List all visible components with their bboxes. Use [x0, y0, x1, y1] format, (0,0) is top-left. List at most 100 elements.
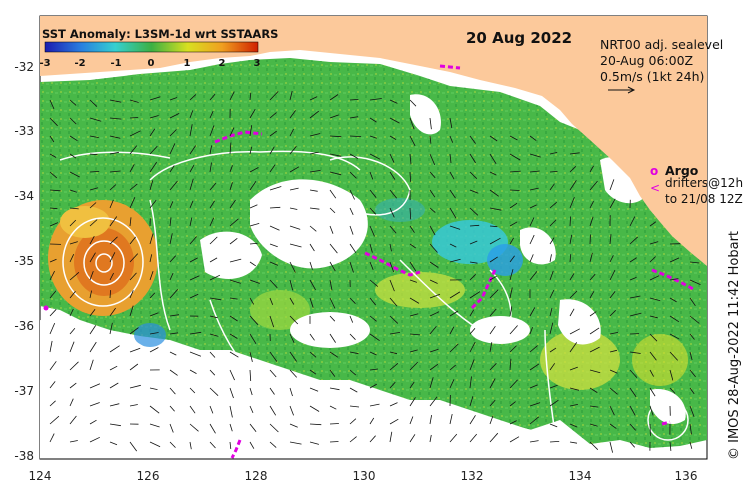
- velocity-arrow: [449, 310, 459, 317]
- velocity-arrow: [129, 117, 139, 119]
- velocity-arrow: [669, 333, 680, 340]
- velocity-arrow: [549, 152, 558, 155]
- velocity-arrow: [449, 189, 456, 199]
- velocity-arrow: [549, 237, 555, 245]
- velocity-arrow: [689, 333, 695, 340]
- velocity-arrow: [269, 351, 278, 362]
- velocity-arrow: [189, 331, 202, 335]
- colorbar: SST Anomaly: L3SM-1d wrt SSTAARS -3 -2 -…: [39, 27, 278, 69]
- velocity-arrow: [389, 99, 398, 104]
- velocity-arrow: [389, 225, 397, 234]
- velocity-arrow: [349, 207, 354, 215]
- velocity-arrow: [349, 333, 356, 340]
- velocity-arrow: [49, 309, 57, 317]
- velocity-arrow: [689, 405, 695, 418]
- velocity-arrow: [89, 383, 101, 389]
- velocity-arrow: [149, 254, 153, 263]
- velocity-arrow: [629, 257, 637, 263]
- velocity-arrow: [129, 99, 139, 103]
- velocity-arrow: [49, 433, 55, 443]
- velocity-arrow: [329, 333, 336, 343]
- velocity-arrow: [209, 274, 221, 281]
- velocity-arrow: [109, 170, 121, 173]
- velocity-arrow: [129, 272, 137, 281]
- velocity-arrow: [229, 91, 235, 101]
- velocity-arrow: [269, 225, 280, 231]
- velocity-arrow: [189, 351, 202, 357]
- x-tick: 126: [137, 469, 160, 483]
- velocity-arrow: [609, 405, 615, 416]
- velocity-arrow: [609, 423, 617, 429]
- velocity-arrow: [49, 290, 57, 299]
- velocity-arrow: [89, 419, 97, 425]
- drifter-label-2: to 21/08 12Z: [665, 192, 743, 206]
- velocity-arrow: [109, 151, 119, 155]
- velocity-arrow: [329, 114, 339, 119]
- velocity-arrow: [289, 387, 293, 397]
- velocity-arrow: [369, 315, 377, 322]
- velocity-arrow: [149, 233, 154, 245]
- velocity-arrow: [189, 124, 193, 137]
- velocity-arrow: [189, 293, 199, 299]
- drifter-tracks: [214, 64, 696, 459]
- velocity-arrow: [489, 207, 502, 211]
- velocity-arrow: [389, 207, 395, 218]
- velocity-arrow: [249, 423, 257, 432]
- velocity-arrow: [409, 261, 417, 272]
- velocity-arrow: [89, 135, 99, 138]
- velocity-arrow: [309, 189, 318, 192]
- velocity-arrow: [189, 405, 196, 414]
- velocity-arrow: [569, 423, 578, 428]
- velocity-arrow: [649, 387, 656, 397]
- velocity-arrow: [689, 279, 701, 285]
- velocity-arrow: [249, 125, 253, 137]
- velocity-arrow: [549, 219, 557, 227]
- velocity-arrow: [589, 180, 598, 191]
- velocity-arrow: [569, 366, 578, 371]
- velocity-arrow: [529, 217, 535, 227]
- velocity-arrow: [109, 441, 118, 446]
- map-date: 20 Aug 2022: [466, 29, 572, 47]
- velocity-arrow: [569, 216, 571, 227]
- velocity-arrow: [309, 279, 316, 291]
- velocity-arrow: [189, 178, 194, 191]
- velocity-arrow: [549, 307, 553, 317]
- velocity-arrow: [329, 441, 339, 443]
- velocity-arrow: [389, 402, 398, 407]
- velocity-arrow: [649, 405, 654, 416]
- velocity-arrow: [69, 153, 77, 159]
- velocity-arrow: [409, 225, 415, 233]
- velocity-arrow: [149, 441, 161, 448]
- velocity-arrow: [49, 189, 61, 192]
- velocity-arrow: [149, 199, 157, 209]
- velocity-arrow: [69, 171, 80, 178]
- velocity-arrow: [629, 312, 642, 317]
- velocity-arrow: [169, 97, 178, 101]
- velocity-arrow: [429, 279, 438, 284]
- velocity-arrow: [409, 434, 416, 443]
- velocity-arrow: [329, 189, 337, 199]
- velocity-arrow: [329, 387, 340, 391]
- velocity-arrow: [589, 216, 594, 227]
- velocity-arrow: [509, 345, 517, 353]
- velocity-arrow: [289, 207, 298, 210]
- velocity-arrow: [229, 142, 232, 155]
- velocity-arrow: [349, 405, 360, 408]
- velocity-arrow: [289, 128, 294, 137]
- velocity-arrow: [349, 351, 359, 355]
- velocity-arrow: [569, 441, 578, 444]
- velocity-arrow: [129, 236, 137, 245]
- velocity-arrow: [49, 361, 57, 371]
- velocity-arrow: [69, 271, 80, 281]
- velocity-arrow: [549, 270, 554, 281]
- velocity-arrow: [609, 349, 617, 353]
- velocity-arrow: [509, 170, 521, 173]
- velocity-arrow: [149, 96, 161, 101]
- velocity-arrow: [669, 257, 680, 263]
- colorbar-tick: -2: [74, 58, 85, 69]
- velocity-arrow: [469, 189, 479, 194]
- velocity-arrow: [69, 135, 78, 142]
- velocity-arrow: [269, 186, 282, 191]
- velocity-arrow: [149, 270, 154, 281]
- velocity-arrow: [669, 387, 676, 394]
